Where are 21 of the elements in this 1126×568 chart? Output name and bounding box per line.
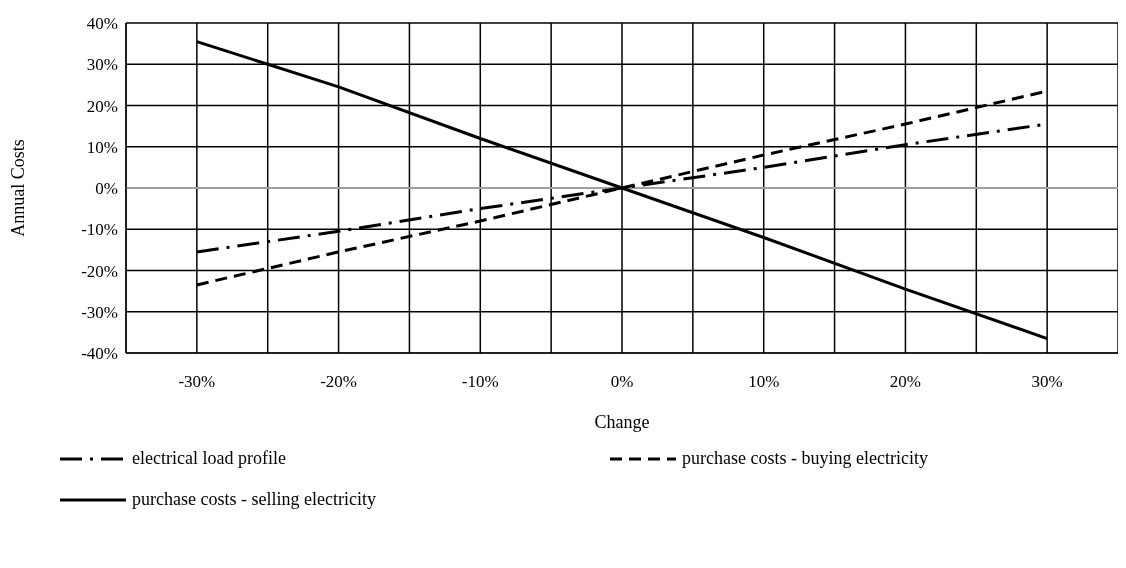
y-tick-label: 30%: [86, 55, 118, 75]
x-axis-title: Change: [594, 412, 650, 432]
x-tick-label: 10%: [748, 372, 780, 392]
x-tick-label: -10%: [461, 372, 499, 392]
x-tick-label: -20%: [320, 372, 357, 392]
y-tick-label: -10%: [81, 220, 118, 240]
y-axis-title: Annual Costs: [8, 139, 29, 237]
x-tick-label: 20%: [889, 372, 922, 392]
y-tick-label: -20%: [81, 261, 118, 281]
x-tick-label: 0%: [610, 372, 634, 392]
y-tick-label: 0%: [95, 179, 118, 199]
legend-label: purchase costs - buying electricity: [682, 448, 928, 469]
y-tick-label: 40%: [86, 14, 118, 34]
y-tick-label: 10%: [86, 137, 118, 157]
x-tick-label: -30%: [178, 372, 216, 392]
y-tick-label: -40%: [81, 344, 118, 364]
x-tick-label: 30%: [1031, 372, 1063, 392]
legend-label: electrical load profile: [132, 448, 286, 469]
legend-label: purchase costs - selling electricity: [132, 489, 376, 510]
y-tick-label: -30%: [81, 302, 118, 322]
y-tick-label: 20%: [86, 96, 118, 116]
